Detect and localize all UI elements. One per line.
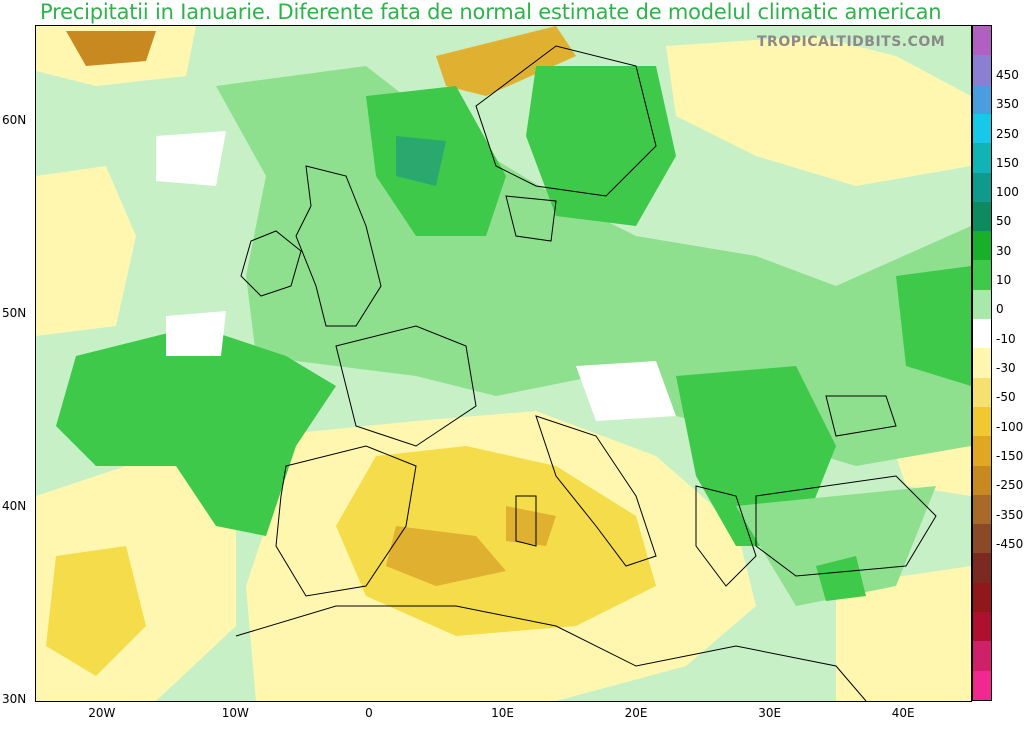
dry-region-atlantic-west: [36, 166, 136, 336]
dry-region-mediterranean-mid: [336, 446, 656, 636]
colorbar-label: 150: [996, 155, 1019, 170]
coastline-italy: [535, 415, 657, 567]
colorbar-segment: [973, 55, 991, 86]
lon-tick-label: 10E: [491, 706, 514, 720]
neutral-region-atlantic-mid: [166, 311, 226, 356]
lon-tick-label: 20E: [624, 706, 648, 720]
colorbar-segment: [973, 670, 991, 701]
neutral-region-atlantic: [156, 131, 226, 186]
colorbar-label: -250: [996, 478, 1024, 493]
coastline-ireland: [240, 230, 302, 297]
colorbar-segment: [973, 289, 991, 320]
dry-region-iceland-core: [66, 31, 156, 66]
colorbar-segment: [973, 612, 991, 642]
colorbar-label: 250: [996, 126, 1019, 141]
wet-anomaly-regions: [56, 66, 971, 606]
colorbar-segment: [973, 231, 991, 261]
wet-region-anatolia: [736, 486, 936, 606]
coastline-france: [335, 325, 477, 447]
colorbar-label: -450: [996, 536, 1024, 551]
colorbar-label: 10: [996, 273, 1012, 288]
coastline-iberia: [275, 445, 417, 597]
lon-tick-label: 40E: [891, 706, 915, 720]
dry-region-scandinavia-east: [666, 36, 971, 186]
lat-tick-label: 60N: [2, 113, 27, 128]
colorbar-segment: [973, 113, 991, 144]
coastlines: [235, 45, 937, 701]
chart-title: Precipitatii in Ianuarie. Diferente fata…: [40, 0, 942, 24]
colorbar-label: 0: [996, 302, 1004, 317]
lon-tick-label: 20W: [88, 706, 116, 720]
colorbar-label: -150: [996, 448, 1024, 463]
colorbar-segment: [973, 172, 991, 203]
dry-region-tyrrhenian-core: [506, 506, 556, 546]
colorbar-segment: [973, 553, 991, 584]
colorbar-label: 30: [996, 243, 1012, 258]
colorbar-segment: [973, 582, 991, 613]
colorbar-segment: [973, 524, 991, 554]
colorbar-segment: [973, 319, 991, 349]
colorbar-segment: [973, 377, 991, 408]
colorbar-label: 100: [996, 185, 1019, 200]
colorbar-label: -50: [996, 390, 1016, 405]
coastline-sardinia: [515, 495, 537, 547]
wet-region-north-sea-core: [396, 136, 446, 186]
colorbar-segment: [973, 260, 991, 291]
lat-tick-label: 30N: [2, 692, 27, 706]
colorbar-segment: [973, 641, 991, 672]
colorbar-label: -10: [996, 331, 1016, 346]
watermark: TROPICALTIDBITS.COM: [757, 34, 946, 50]
wet-region-cyprus: [816, 556, 866, 601]
coastline-great-britain: [295, 165, 382, 327]
coastline-crimea: [825, 395, 897, 437]
wet-region-baltic: [526, 66, 676, 226]
colorbar-segment: [973, 465, 991, 496]
colorbar-label: -30: [996, 361, 1016, 375]
wet-region-russia-south: [896, 266, 971, 386]
wet-region-biscay: [56, 326, 336, 536]
lon-tick-label: 30E: [758, 706, 782, 720]
lon-tick-label: 10W: [221, 706, 249, 720]
colorbar-segment: [973, 494, 991, 525]
neutral-region-alps: [576, 361, 676, 421]
dry-region-west-med-core: [386, 526, 506, 586]
colorbar-label: 50: [996, 214, 1012, 229]
colorbar-segment: [973, 348, 991, 379]
colorbar-segment: [973, 406, 991, 437]
colorbar-label: -350: [996, 507, 1024, 522]
precipitation-anomaly-map: [36, 26, 971, 701]
colorbar: [972, 25, 992, 701]
colorbar-segment: [973, 143, 991, 173]
colorbar-segment: [973, 26, 991, 56]
coastline-scandinavia: [475, 45, 657, 197]
colorbar-segment: [973, 436, 991, 467]
coastline-greece: [695, 485, 757, 587]
lon-tick-label: 0: [365, 706, 373, 720]
colorbar-label: -100: [996, 419, 1024, 434]
colorbar-segment: [973, 201, 991, 232]
colorbar-label: 350: [996, 97, 1019, 112]
lat-tick-label: 50N: [2, 306, 27, 321]
dry-region-middle-east: [836, 566, 971, 701]
dry-region-atlantic-south-core: [46, 546, 146, 676]
colorbar-segment: [973, 84, 991, 115]
coastline-anatolia: [755, 475, 937, 577]
coastline-north-africa: [235, 605, 867, 701]
map-panel: [35, 25, 972, 702]
coastline-denmark: [505, 195, 557, 242]
colorbar-label: 450: [996, 67, 1019, 82]
dry-region-norway-coast: [436, 26, 576, 96]
lat-tick-label: 40N: [2, 499, 27, 514]
